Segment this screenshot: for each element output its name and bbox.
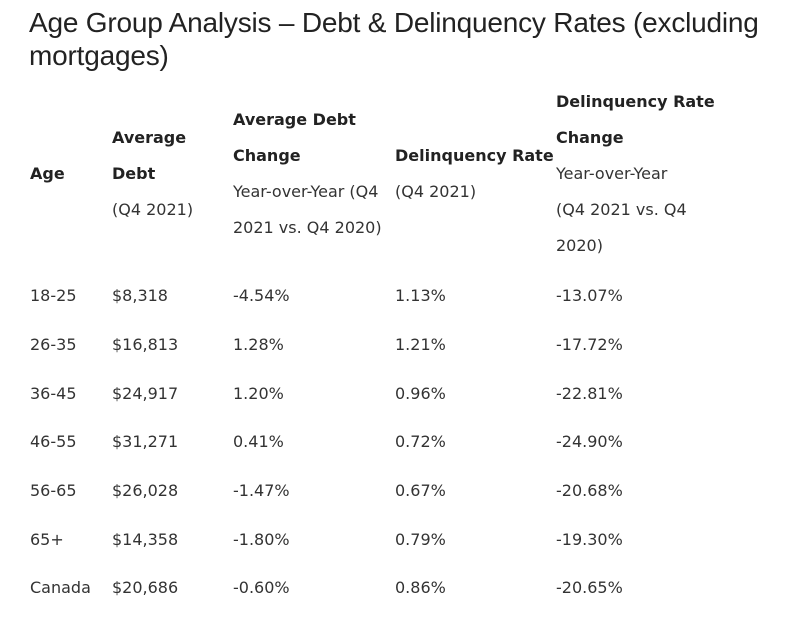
header-age-label: Age: [30, 164, 65, 183]
cell-average-debt-change: -1.47%: [233, 481, 290, 501]
header-average-debt: Average Debt (Q4 2021): [112, 84, 233, 272]
header-delinquency-rate-change: Delinquency Rate Change Year-over-Year (…: [556, 84, 736, 272]
cell-delinquency-rate-change: -24.90%: [556, 432, 623, 452]
cell-delinquency-rate-change: -22.81%: [556, 383, 623, 403]
cell-delinquency-rate: 0.96%: [395, 383, 446, 403]
cell-age: 26-35: [30, 335, 77, 355]
cell-average-debt-change: -1.80%: [233, 529, 290, 549]
cell-average-debt: $14,358: [112, 529, 179, 549]
cell-delinquency-rate: 0.86%: [395, 578, 446, 598]
cell-age: 46-55: [30, 432, 77, 452]
cell-delinquency-rate-change: -20.68%: [556, 481, 623, 501]
header-delinquency-rate-label: Delinquency Rate: [395, 146, 554, 165]
cell-average-debt-change: -0.60%: [233, 578, 290, 598]
cell-average-debt-change: 1.28%: [233, 335, 284, 355]
cell-delinquency-rate: 1.21%: [395, 335, 446, 355]
header-row: Age Average Debt (Q4 2021) Average Debt …: [24, 84, 736, 272]
cell-age: Canada: [30, 578, 91, 598]
header-average-debt-change: Average Debt Change Year-over-Year (Q4 2…: [233, 84, 395, 272]
table-row: 26-35 $16,813 1.28% 1.21% -17.72%: [24, 321, 736, 370]
cell-delinquency-rate-change: -17.72%: [556, 335, 623, 355]
cell-delinquency-rate: 0.67%: [395, 481, 446, 501]
cell-average-debt-change: -4.54%: [233, 286, 290, 306]
cell-average-debt: $20,686: [112, 578, 179, 598]
cell-age: 18-25: [30, 286, 77, 306]
cell-average-debt-change: 1.20%: [233, 383, 284, 403]
cell-average-debt: $8,318: [112, 286, 168, 306]
page-title: Age Group Analysis – Debt & Delinquency …: [29, 7, 759, 71]
header-average-debt-change-sub: Year-over-Year (Q4 2021 vs. Q4 2020): [233, 182, 382, 237]
table-row: 18-25 $8,318 -4.54% 1.13% -13.07%: [24, 272, 736, 321]
cell-average-debt: $31,271: [112, 432, 179, 452]
header-delinquency-rate-change-label: Delinquency Rate Change: [556, 92, 715, 147]
table-row: 65+ $14,358 -1.80% 0.79% -19.30%: [24, 515, 736, 564]
cell-delinquency-rate-change: -19.30%: [556, 529, 623, 549]
cell-age: 56-65: [30, 481, 77, 501]
header-delinquency-rate-sub: (Q4 2021): [395, 182, 477, 201]
cell-age: 36-45: [30, 383, 77, 403]
cell-average-debt: $26,028: [112, 481, 179, 501]
cell-average-debt: $24,917: [112, 383, 179, 403]
table-header: Age Average Debt (Q4 2021) Average Debt …: [24, 84, 736, 272]
header-age: Age: [24, 84, 112, 272]
table-row: 56-65 $26,028 -1.47% 0.67% -20.68%: [24, 467, 736, 516]
table-row: 46-55 $31,271 0.41% 0.72% -24.90%: [24, 418, 736, 467]
cell-delinquency-rate: 0.72%: [395, 432, 446, 452]
header-delinquency-rate-change-sub: Year-over-Year (Q4 2021 vs. Q4 2020): [556, 164, 687, 255]
header-average-debt-sub: (Q4 2021): [112, 200, 194, 219]
table-row: Canada $20,686 -0.60% 0.86% -20.65%: [24, 564, 736, 613]
header-average-debt-change-label: Average Debt Change: [233, 110, 356, 165]
header-average-debt-label: Average Debt: [112, 128, 187, 183]
cell-age: 65+: [30, 529, 64, 549]
cell-delinquency-rate: 0.79%: [395, 529, 446, 549]
cell-delinquency-rate: 1.13%: [395, 286, 446, 306]
cell-average-debt-change: 0.41%: [233, 432, 284, 452]
table-body: 18-25 $8,318 -4.54% 1.13% -13.07% 26-35 …: [24, 272, 736, 613]
table-row: 36-45 $24,917 1.20% 0.96% -22.81%: [24, 369, 736, 418]
cell-delinquency-rate-change: -13.07%: [556, 286, 623, 306]
age-group-table: Age Average Debt (Q4 2021) Average Debt …: [24, 84, 736, 613]
header-delinquency-rate: Delinquency Rate (Q4 2021): [395, 84, 556, 272]
cell-average-debt: $16,813: [112, 335, 179, 355]
cell-delinquency-rate-change: -20.65%: [556, 578, 623, 598]
